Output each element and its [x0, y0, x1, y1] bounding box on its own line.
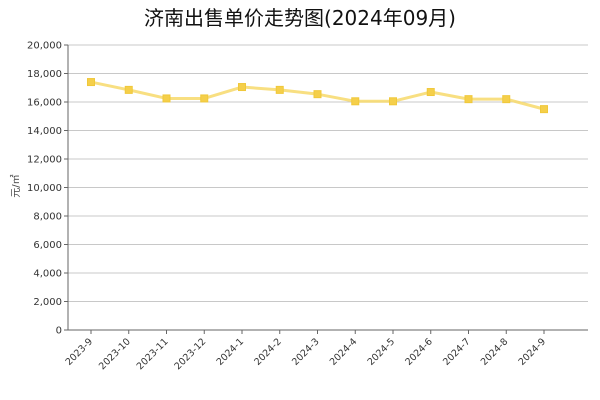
- data-point: [124, 85, 133, 94]
- x-tick-label: 2023-9: [64, 336, 96, 368]
- y-tick-label: 12,000: [27, 155, 62, 166]
- x-tick-label: 2023-10: [97, 336, 133, 372]
- x-tick-label: 2024-9: [517, 336, 549, 368]
- x-tick-label: 2024-4: [328, 336, 360, 368]
- data-point: [502, 95, 511, 104]
- axes: [64, 44, 588, 334]
- y-tick-label: 2,000: [33, 297, 62, 308]
- y-tick-label: 6,000: [33, 240, 62, 251]
- y-tick-labels: 0 2,000 4,000 6,000 8,000 10,000 12,000 14,000 1…: [27, 41, 62, 337]
- data-point: [464, 95, 473, 104]
- y-tick-label: 20,000: [27, 41, 62, 52]
- data-point: [313, 90, 322, 99]
- y-tick-label: 16,000: [27, 98, 62, 109]
- gridlines: [68, 44, 588, 331]
- x-tick-label: 2024-7: [441, 336, 473, 368]
- x-tick-label: 2023-11: [135, 336, 171, 372]
- data-point: [389, 97, 397, 106]
- data-point: [238, 83, 246, 92]
- data-point: [200, 94, 209, 103]
- chart-title: 济南出售单价走势图(2024年09月): [144, 6, 456, 30]
- y-tick-label: 8,000: [33, 212, 62, 223]
- x-tick-labels: 2023-9 2023-10 2023-11 2023-12 2024-1 2024-2 2…: [64, 336, 549, 372]
- y-tick-label: 18,000: [27, 69, 62, 80]
- data-point: [87, 78, 95, 87]
- data-point: [162, 94, 171, 103]
- x-tick-label: 2023-12: [173, 336, 209, 372]
- y-tick-label: 4,000: [33, 269, 62, 280]
- x-tick-label: 2024-5: [366, 336, 398, 368]
- x-tick-label: 2024-2: [252, 336, 284, 368]
- x-tick-label: 2024-8: [479, 336, 511, 368]
- data-point: [426, 88, 435, 97]
- data-points: [87, 78, 548, 114]
- y-tick-label: 10,000: [27, 183, 62, 194]
- data-point: [540, 105, 548, 114]
- y-tick-label: 14,000: [27, 126, 62, 137]
- y-tick-label: 0: [56, 326, 62, 337]
- x-tick-label: 2024-1: [215, 336, 247, 368]
- x-tick-label: 2024-3: [290, 336, 322, 368]
- x-tick-label: 2024-6: [403, 336, 435, 368]
- data-point: [275, 85, 284, 94]
- y-axis-title: 元/㎡: [10, 174, 22, 197]
- data-point: [351, 97, 360, 106]
